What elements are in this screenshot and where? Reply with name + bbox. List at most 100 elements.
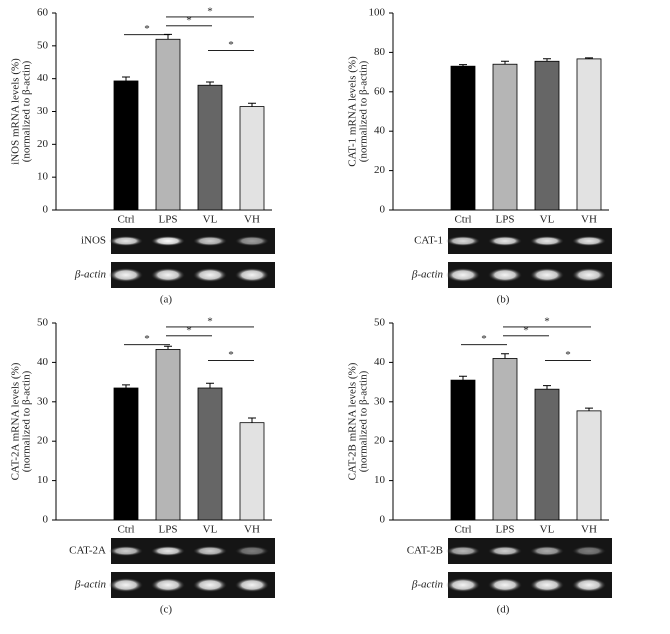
gel-band	[193, 268, 227, 282]
bar	[197, 84, 223, 211]
gel-band	[193, 236, 227, 246]
y-axis-label: CAT-1 mRNA levels (%)	[347, 56, 359, 167]
error-bar	[206, 81, 214, 86]
gel-label: iNOS	[81, 235, 106, 247]
x-tick-label: VL	[540, 214, 555, 226]
y-axis-label: iNOS mRNA levels (%)	[10, 58, 22, 165]
bar	[239, 106, 265, 211]
y-tick-label: 0	[380, 514, 386, 526]
y-tick-label: 50	[374, 317, 386, 329]
y-tick-label: 80	[374, 46, 386, 58]
bar	[113, 80, 139, 211]
y-axis-label: (normalized to β-actin)	[358, 370, 370, 472]
gel-label: β-actin	[411, 269, 444, 281]
panel-label: (b)	[497, 294, 510, 306]
x-tick-label: Ctrl	[454, 524, 471, 536]
error-bar	[501, 60, 509, 65]
significance-label: *	[481, 333, 487, 345]
significance-label: *	[186, 324, 192, 336]
x-tick-label: VH	[244, 214, 260, 226]
significance-label: *	[207, 315, 213, 327]
error-bar	[164, 345, 172, 350]
gel-band	[572, 268, 606, 282]
x-tick-label: VL	[540, 524, 555, 536]
error-bar	[585, 57, 593, 59]
y-tick-label: 60	[374, 85, 386, 97]
y-tick-label: 20	[37, 138, 49, 150]
y-tick-label: 10	[37, 171, 49, 183]
bar	[534, 60, 560, 211]
gel-label: CAT-2A	[69, 545, 106, 557]
panel: 0 20 40 60 80 100 CAT-1 mRNA levels (%) (normal…	[347, 7, 612, 306]
gel-band	[572, 546, 606, 556]
y-axis-label: CAT-2B mRNA levels (%)	[347, 362, 359, 480]
x-tick-label: VL	[203, 524, 218, 536]
gel-band	[530, 268, 564, 282]
significance-label: *	[207, 5, 213, 17]
error-bar	[459, 375, 467, 381]
bar	[155, 348, 181, 521]
y-tick-label: 30	[37, 395, 49, 407]
panel: 0 10 20 30 40 50 CAT-2B mRNA levels (%) (normal…	[347, 315, 612, 616]
significance-label: *	[144, 23, 150, 35]
gel-band	[446, 268, 480, 282]
panel-label: (a)	[160, 294, 173, 306]
y-axis-label: (normalized to β-actin)	[21, 60, 33, 162]
y-tick-label: 40	[37, 72, 49, 84]
gel-band	[572, 578, 606, 592]
y-axis-label: CAT-2A mRNA levels (%)	[10, 362, 22, 480]
significance-label: *	[144, 333, 150, 345]
y-tick-label: 40	[374, 356, 386, 368]
gel-label: CAT-1	[414, 235, 443, 247]
gel-band	[151, 268, 185, 282]
gel-band	[530, 578, 564, 592]
bar	[576, 410, 602, 521]
bar	[576, 58, 602, 211]
gel-band	[109, 578, 143, 592]
error-bar	[585, 407, 593, 411]
panel: 0 10 20 30 40 50 CAT-2A mRNA levels (%) (normal…	[10, 315, 275, 616]
bar	[450, 65, 476, 211]
error-bar	[459, 64, 467, 67]
significance-label: *	[544, 315, 550, 327]
gel-band	[488, 578, 522, 592]
y-tick-label: 20	[374, 164, 386, 176]
gel-band	[151, 578, 185, 592]
y-tick-label: 50	[37, 317, 49, 329]
gel-band	[488, 236, 522, 246]
gel-band	[193, 546, 227, 556]
gel-band	[109, 236, 143, 246]
gel-band	[109, 268, 143, 282]
y-tick-label: 0	[43, 514, 49, 526]
gel-band	[151, 546, 185, 556]
gel-band	[488, 268, 522, 282]
bar	[534, 388, 560, 521]
gel-band	[109, 546, 143, 556]
y-tick-label: 40	[37, 356, 49, 368]
significance-label: *	[565, 349, 571, 361]
error-bar	[543, 58, 551, 62]
error-bar	[543, 385, 551, 390]
y-tick-label: 60	[37, 7, 49, 19]
bar	[155, 38, 181, 211]
error-bar	[122, 76, 130, 81]
bar	[492, 358, 518, 521]
panel-label: (c)	[160, 604, 173, 616]
x-tick-label: VH	[581, 214, 597, 226]
gel-band	[530, 546, 564, 556]
error-bar	[122, 384, 130, 389]
y-tick-label: 10	[37, 474, 49, 486]
bar	[239, 422, 265, 521]
significance-label: *	[186, 14, 192, 26]
y-tick-label: 20	[37, 435, 49, 447]
bar	[492, 63, 518, 211]
y-tick-label: 20	[374, 435, 386, 447]
gel-band	[235, 546, 269, 556]
y-axis-label: (normalized to β-actin)	[358, 60, 370, 162]
x-tick-label: Ctrl	[117, 524, 134, 536]
error-bar	[164, 33, 172, 40]
gel-band	[446, 578, 480, 592]
bar	[450, 379, 476, 521]
y-axis-label: (normalized to β-actin)	[21, 370, 33, 472]
